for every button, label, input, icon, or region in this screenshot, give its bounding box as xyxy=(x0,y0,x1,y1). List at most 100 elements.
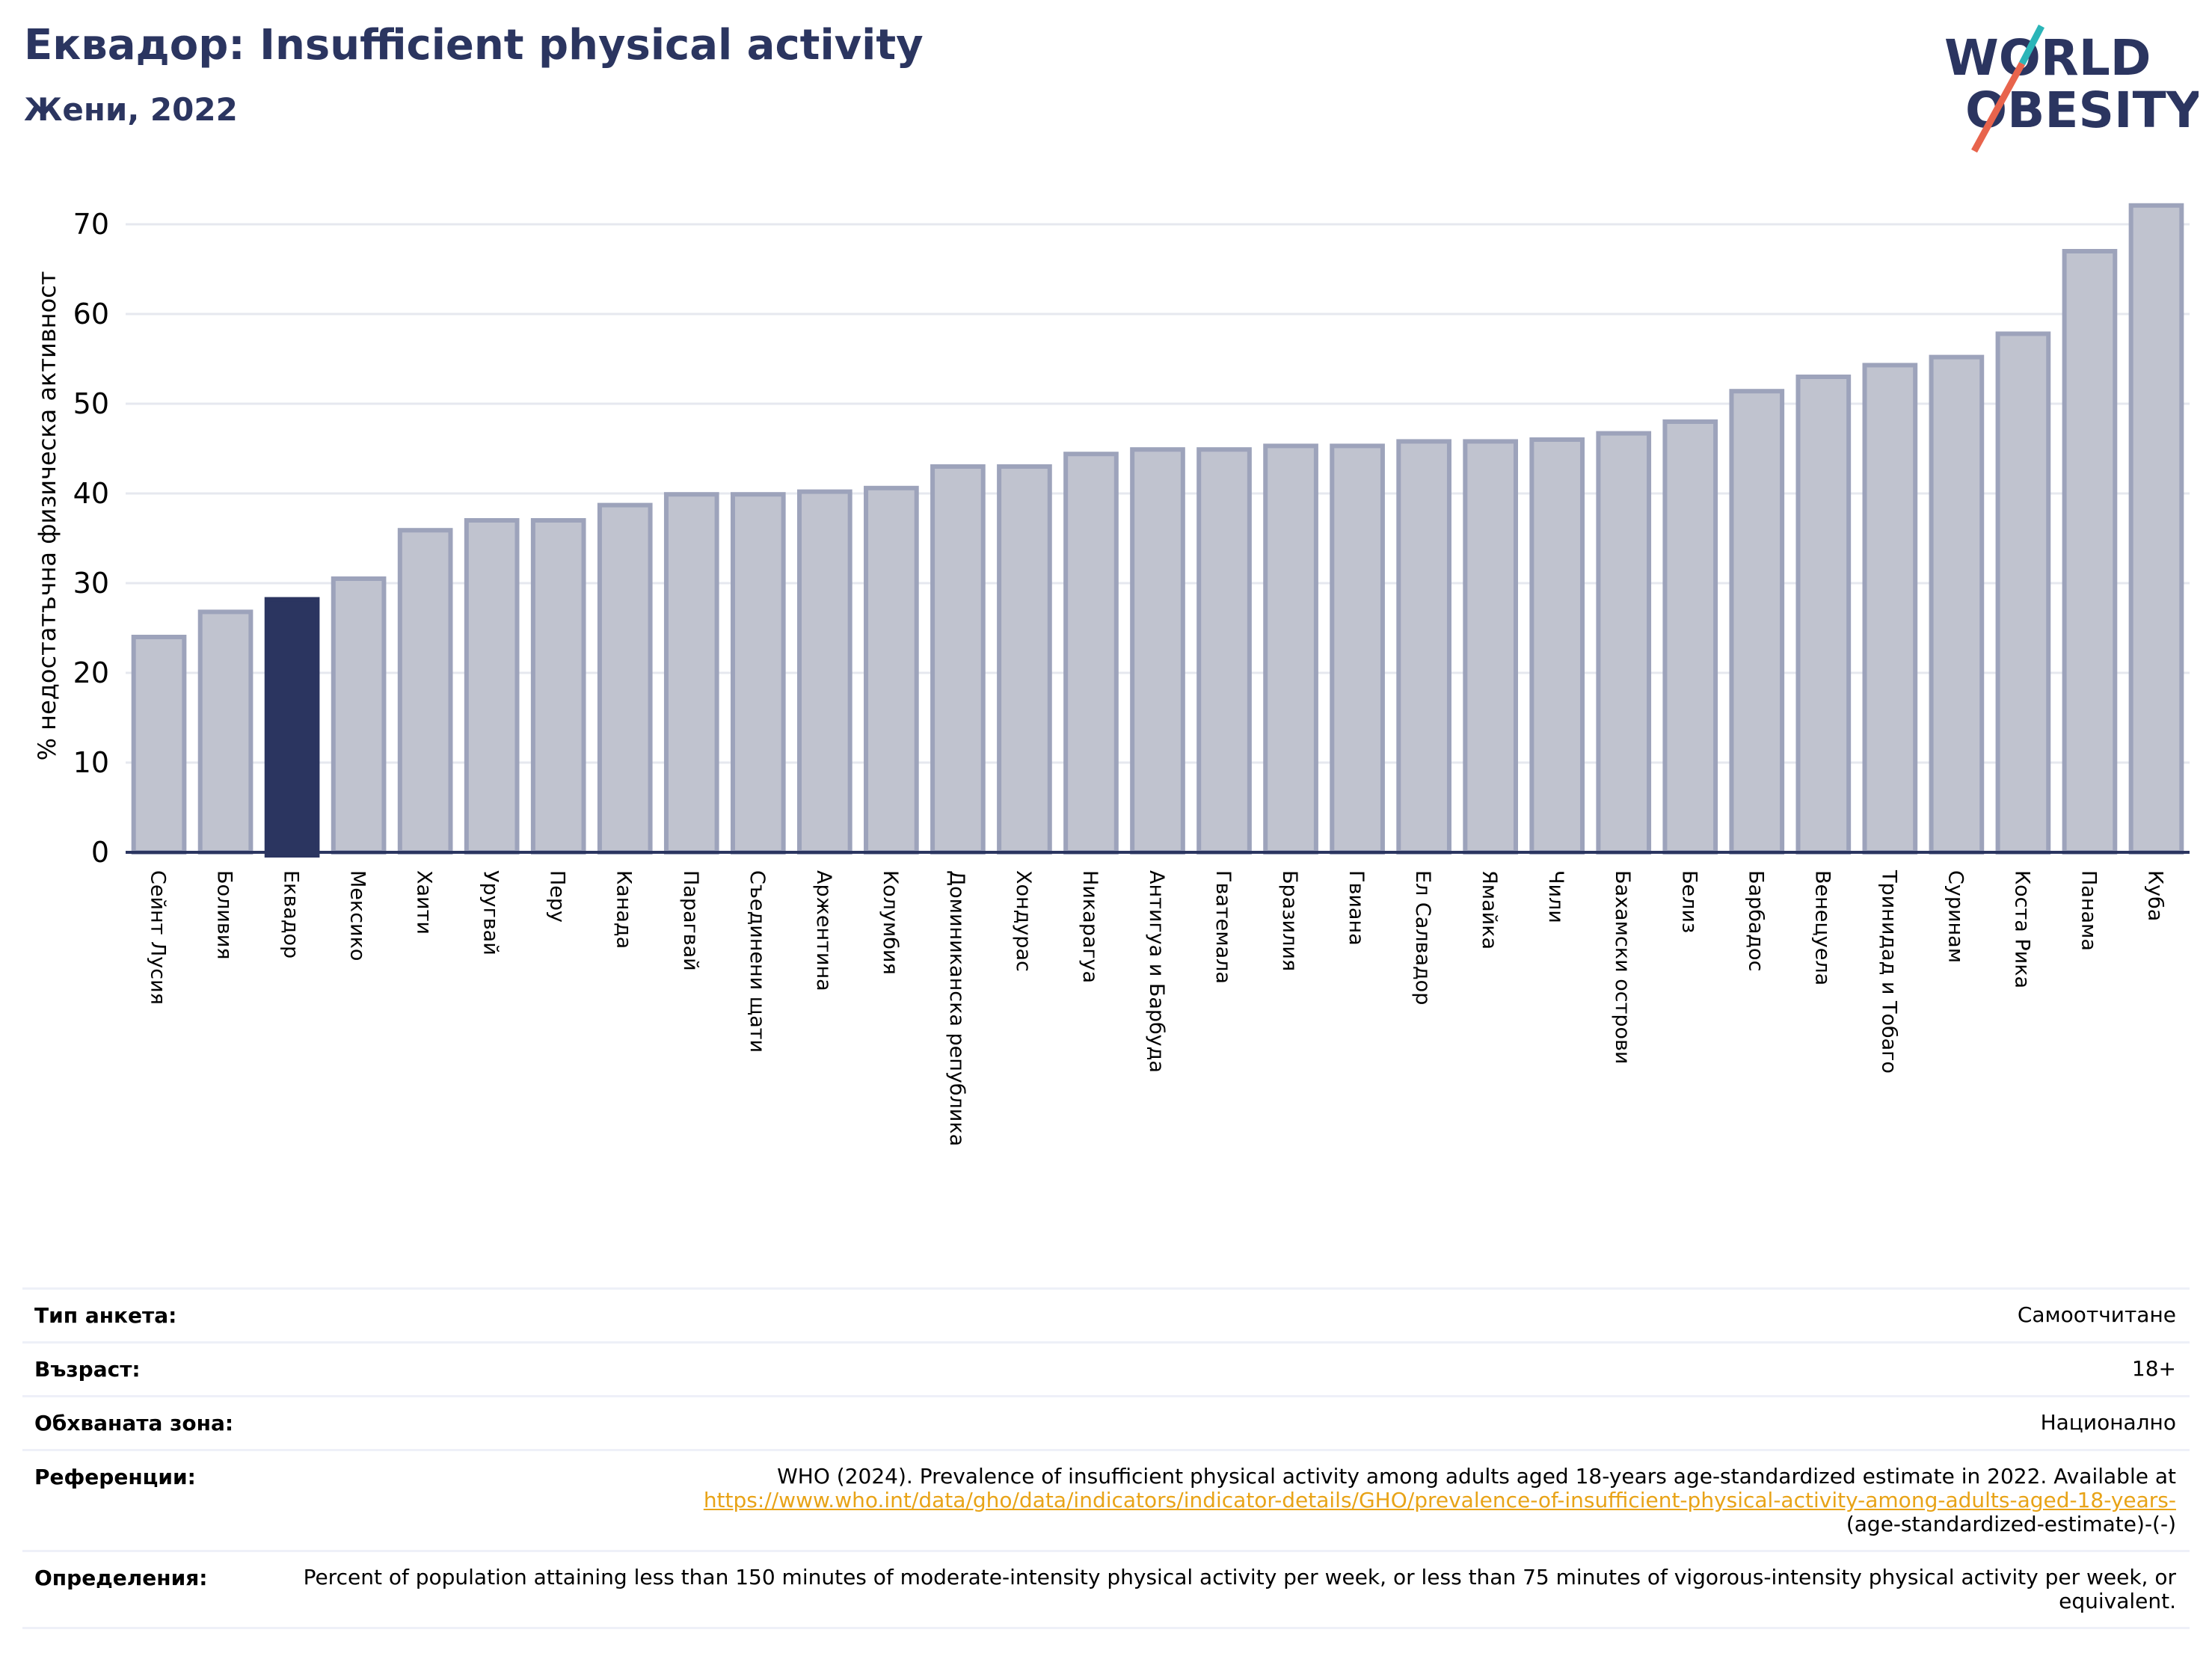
definitions-value: Percent of population attaining less tha… xyxy=(303,1564,2176,1613)
category-label: Суринам xyxy=(1944,870,1967,963)
category-label: Съединени щати xyxy=(746,870,769,1053)
references-tail: (age-standardized-estimate)-(-) xyxy=(1846,1511,2176,1536)
category-label: Перу xyxy=(546,870,569,923)
category-label: Никарагуа xyxy=(1078,870,1102,983)
bars: Сейнт Лусия: 24Боливия: 26.8Еквадор: 28.… xyxy=(131,203,2184,858)
bar-22: Чили: 46 xyxy=(1529,437,1585,855)
category-label: Боливия xyxy=(213,870,236,960)
bar-15: Никарагуа: 44.4 xyxy=(1063,452,1119,855)
bar-21: Ямайка: 45.8 xyxy=(1463,439,1518,855)
world-obesity-logo: WORLD OBESITY xyxy=(1944,24,2199,153)
info-row-age: Възраст: 18+ xyxy=(22,1341,2190,1395)
category-labels: Сейнт Лусия Боливия Еквадор Мексико Хаити Уру… xyxy=(147,870,2167,1146)
category-label: Сейнт Лусия xyxy=(147,870,170,1005)
bar-28: Суринам: 55.2 xyxy=(1929,354,1985,855)
category-label: Коста Рика xyxy=(2010,870,2033,988)
y-tick-label: 0 xyxy=(91,836,109,869)
bar-2: Боливия: 26.8 xyxy=(197,609,254,855)
info-row-area: Обхваната зона: Национално xyxy=(22,1395,2190,1449)
bar-6: Уругвай: 37 xyxy=(464,518,520,855)
bar-11: Аржентина: 40.2 xyxy=(797,489,852,855)
bar-29: Коста Рика: 57.8 xyxy=(1995,331,2051,855)
y-tick-label: 20 xyxy=(73,656,109,689)
category-label: Куба xyxy=(2143,870,2166,921)
bar-26: Венецуела: 53 xyxy=(1795,375,1852,855)
bar-19: Гвиана: 45.3 xyxy=(1330,443,1385,855)
bar-9: Парагвай: 39.9 xyxy=(663,492,719,855)
references-value: WHO (2024). Prevalence of insufficient p… xyxy=(704,1465,2176,1536)
age-label: Възраст: xyxy=(34,1357,141,1382)
y-tick-label: 50 xyxy=(73,387,109,420)
area-value: Национално xyxy=(2040,1410,2176,1435)
logo-slash-bottom xyxy=(1971,61,2025,153)
category-label: Аржентина xyxy=(812,870,835,991)
chart-title: Еквадор: Insufficient physical activity xyxy=(24,21,924,70)
y-tick-label: 60 xyxy=(73,298,109,330)
category-label: Антигуа и Барбуда xyxy=(1145,870,1168,1073)
logo-slash-top xyxy=(2019,24,2044,66)
bar-12: Колумбия: 40.6 xyxy=(864,485,919,855)
info-row-references: Референции: WHO (2024). Prevalence of in… xyxy=(22,1449,2190,1550)
category-label: Уругвай xyxy=(479,870,503,955)
category-label: Барбадос xyxy=(1744,870,1767,971)
bar-16: Антигуа и Барбуда: 44.9 xyxy=(1130,447,1185,855)
info-table: Тип анкета: Самоотчитане Възраст: 18+ Об… xyxy=(22,1287,2190,1629)
category-label: Парагвай xyxy=(679,870,702,971)
category-label: Панама xyxy=(2077,870,2100,951)
category-label: Чили xyxy=(1544,870,1567,923)
category-label: Еквадор xyxy=(280,870,303,958)
area-label: Обхваната зона: xyxy=(34,1411,234,1435)
bar-7: Перу: 37 xyxy=(530,518,586,855)
y-tick-labels: 0 10 20 30 40 50 60 70 xyxy=(73,208,109,869)
category-label: Хаити xyxy=(413,870,436,935)
bar-18: Бразилия: 45.3 xyxy=(1263,443,1318,855)
bar-20: Ел Салвадор: 45.8 xyxy=(1396,439,1451,855)
age-value: 18+ xyxy=(2131,1356,2176,1381)
category-label: Бразилия xyxy=(1278,870,1301,971)
bar-27: Тринидад и Тобаго: 54.3 xyxy=(1862,363,1918,855)
logo-word-world: WORLD xyxy=(1944,29,2151,87)
category-label: Ел Салвадор xyxy=(1411,870,1434,1005)
bar-17: Гватемала: 44.9 xyxy=(1196,447,1252,855)
category-label: Хондурас xyxy=(1012,870,1035,972)
bar-25: Барбадос: 51.4 xyxy=(1729,389,1785,855)
category-label: Мексико xyxy=(346,870,369,961)
y-tick-label: 70 xyxy=(73,208,109,241)
category-label: Белиз xyxy=(1677,870,1701,933)
bar-4: Мексико: 30.5 xyxy=(331,576,387,855)
category-label: Бахамски острови xyxy=(1611,870,1634,1064)
category-label: Доминиканска република xyxy=(945,870,968,1146)
bar-14: Хондурас: 43 xyxy=(997,464,1052,855)
bar-24: Белиз: 48 xyxy=(1662,419,1718,855)
category-label: Тринидад и Тобаго xyxy=(1877,870,1900,1074)
survey-type-label: Тип анкета: xyxy=(34,1303,177,1328)
bar-23: Бахамски острови: 46.7 xyxy=(1596,431,1652,855)
category-label: Гвиана xyxy=(1345,870,1368,946)
bar-3: Еквадор: 28.2 xyxy=(264,597,320,858)
bar-8: Канада: 38.7 xyxy=(597,502,653,855)
category-label: Канада xyxy=(612,870,636,949)
survey-type-value: Самоотчитане xyxy=(2017,1302,2176,1327)
info-row-survey: Тип анкета: Самоотчитане xyxy=(22,1287,2190,1341)
bar-31: Куба: 72.1 xyxy=(2128,203,2184,855)
bar-5: Хаити: 35.9 xyxy=(397,528,453,855)
y-tick-label: 30 xyxy=(73,567,109,600)
category-label: Гватемала xyxy=(1211,870,1235,984)
info-row-definitions: Определения: Percent of population attai… xyxy=(22,1549,2190,1629)
chart-subtitle: Жени, 2022 xyxy=(24,91,238,128)
definitions-label: Определения: xyxy=(34,1565,208,1590)
references-text: WHO (2024). Prevalence of insufficient p… xyxy=(777,1464,2176,1489)
category-label: Колумбия xyxy=(879,870,902,975)
bar-30: Панама: 67 xyxy=(2062,249,2118,855)
references-label: Референции: xyxy=(34,1465,196,1489)
y-tick-label: 10 xyxy=(73,746,109,779)
references-link[interactable]: https://www.who.int/data/gho/data/indica… xyxy=(703,1487,2176,1512)
bar-1: Сейнт Лусия: 24 xyxy=(131,635,187,855)
bar-chart: Сейнт Лусия: 24Боливия: 26.8Еквадор: 28.… xyxy=(33,203,2190,1146)
y-axis-title: % недостатъчна физическа активност xyxy=(33,271,61,761)
bar-13: Доминиканска република: 43 xyxy=(930,464,986,855)
bar-10: Съединени щати: 39.9 xyxy=(730,492,786,855)
category-label: Венецуела xyxy=(1810,870,1834,985)
category-label: Ямайка xyxy=(1478,870,1501,950)
y-tick-label: 40 xyxy=(73,477,109,510)
